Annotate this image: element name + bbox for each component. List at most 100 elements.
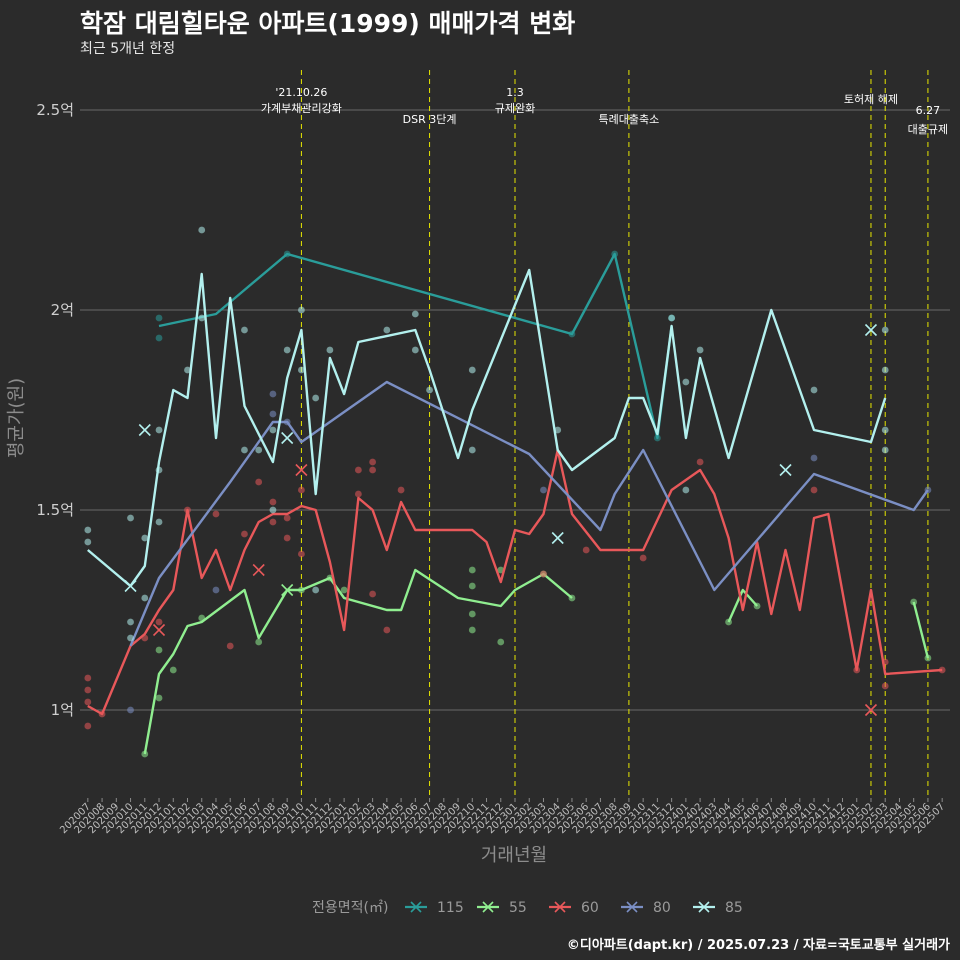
data-point [696, 458, 704, 466]
data-point [881, 366, 889, 374]
data-point [881, 658, 889, 666]
cancelled-point-marker [864, 323, 878, 337]
legend-label: 60 [581, 900, 599, 916]
data-point [155, 466, 163, 474]
data-point [938, 666, 946, 674]
y-axis-title: 평균가(원) [6, 378, 27, 458]
data-point [468, 626, 476, 634]
event-label: 1.3 [506, 86, 524, 99]
legend-label: 80 [653, 900, 671, 916]
data-point [540, 570, 547, 578]
data-point [283, 534, 291, 542]
data-point [497, 638, 505, 646]
data-point [468, 610, 476, 618]
data-point [84, 686, 92, 694]
data-point [668, 314, 676, 322]
data-point [255, 638, 263, 646]
data-point [653, 434, 661, 442]
data-point [269, 426, 277, 434]
data-point [312, 586, 320, 594]
data-point [881, 426, 889, 434]
legend-swatch-marker [482, 901, 494, 913]
data-point [725, 618, 732, 626]
data-point [753, 602, 761, 610]
data-point [298, 486, 305, 494]
series-115 [155, 250, 676, 442]
data-point [241, 326, 248, 334]
data-point [155, 314, 163, 322]
data-point [411, 346, 419, 354]
event-label: 토허제 해제 [844, 92, 898, 106]
data-point [924, 654, 932, 662]
data-point [241, 530, 248, 538]
cancelled-point-marker [124, 579, 137, 593]
cancelled-point-marker [252, 563, 265, 577]
data-point [141, 634, 149, 642]
data-point [326, 574, 334, 582]
data-point [283, 250, 291, 258]
data-point [226, 642, 234, 650]
cancelled-point-marker [281, 583, 294, 597]
data-point [155, 426, 163, 434]
data-point [155, 618, 163, 626]
data-point [269, 498, 277, 506]
data-point [84, 538, 92, 546]
data-point [155, 646, 163, 654]
data-point [155, 694, 163, 702]
series-layer [84, 226, 946, 758]
data-point [141, 594, 149, 602]
chart-caption: ©디아파트(dapt.kr) / 2025.07.23 / 자료=국토교통부 실… [566, 938, 950, 953]
legend: 전용면적(㎡) 115 55 60 80 85 [312, 900, 743, 916]
series-55 [141, 566, 932, 758]
data-point [639, 554, 647, 562]
event-label: 특례대출축소 [599, 113, 660, 126]
data-point [853, 666, 861, 674]
data-point [910, 598, 918, 606]
cancelled-point-marker [295, 463, 308, 477]
legend-label: 55 [509, 900, 527, 916]
data-point [255, 478, 263, 486]
data-point [369, 590, 377, 598]
data-point [397, 486, 405, 494]
data-point [169, 666, 177, 674]
legend-swatch-marker [554, 901, 566, 913]
event-label: 대출규제 [908, 123, 948, 136]
data-point [198, 226, 206, 234]
data-point [554, 426, 562, 434]
data-point [241, 446, 248, 454]
data-point [540, 486, 547, 494]
data-point [682, 486, 690, 494]
data-point [312, 394, 320, 402]
legend-swatch-marker [626, 901, 638, 913]
data-point [369, 466, 377, 474]
event-label: DSR 3단계 [403, 113, 457, 126]
data-point [340, 586, 348, 594]
data-point [468, 566, 476, 574]
data-point [696, 346, 704, 354]
data-point [298, 550, 305, 558]
series-85 [84, 226, 889, 642]
series-60 [84, 448, 946, 730]
y-axis-ticks: 1억 1.5억 2억 2.5억 [36, 101, 74, 719]
data-point [98, 710, 106, 718]
data-point [84, 526, 92, 534]
data-point [383, 326, 391, 334]
data-point [810, 386, 818, 394]
chart-subtitle: 최근 5개년 한정 [80, 41, 176, 57]
data-point [383, 626, 391, 634]
y-tick-label: 2.5억 [36, 101, 74, 119]
data-point [184, 506, 191, 514]
data-point [298, 586, 305, 594]
data-point [298, 306, 305, 314]
cancelled-point-marker [152, 623, 166, 637]
data-point [84, 674, 92, 682]
data-point [568, 594, 576, 602]
data-point [127, 514, 134, 522]
event-label: 가계부채관리강화 [261, 102, 342, 115]
y-tick-label: 2억 [51, 301, 74, 319]
series-line-55 [143, 568, 573, 755]
data-point [198, 614, 206, 622]
data-point [369, 458, 377, 466]
